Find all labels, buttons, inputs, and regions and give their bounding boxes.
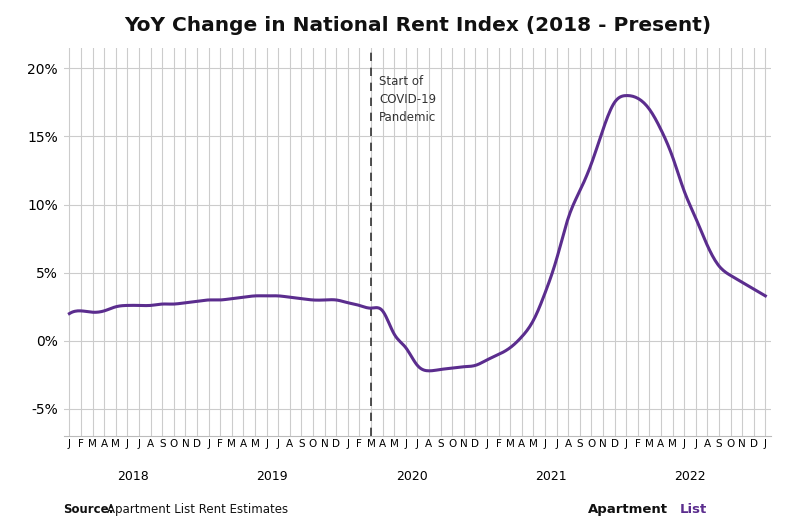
Text: Apartment: Apartment (588, 503, 669, 516)
Text: Start of
COVID-19
Pandemic: Start of COVID-19 Pandemic (379, 75, 436, 124)
Text: Source:: Source: (64, 503, 114, 516)
Text: 2022: 2022 (674, 470, 706, 483)
Text: 2021: 2021 (535, 470, 567, 483)
Text: 2019: 2019 (257, 470, 289, 483)
Text: 2018: 2018 (118, 470, 149, 483)
Text: List: List (680, 503, 707, 516)
Title: YoY Change in National Rent Index (2018 - Present): YoY Change in National Rent Index (2018 … (124, 16, 711, 35)
Text: Apartment List Rent Estimates: Apartment List Rent Estimates (107, 503, 289, 516)
Text: 2020: 2020 (396, 470, 428, 483)
